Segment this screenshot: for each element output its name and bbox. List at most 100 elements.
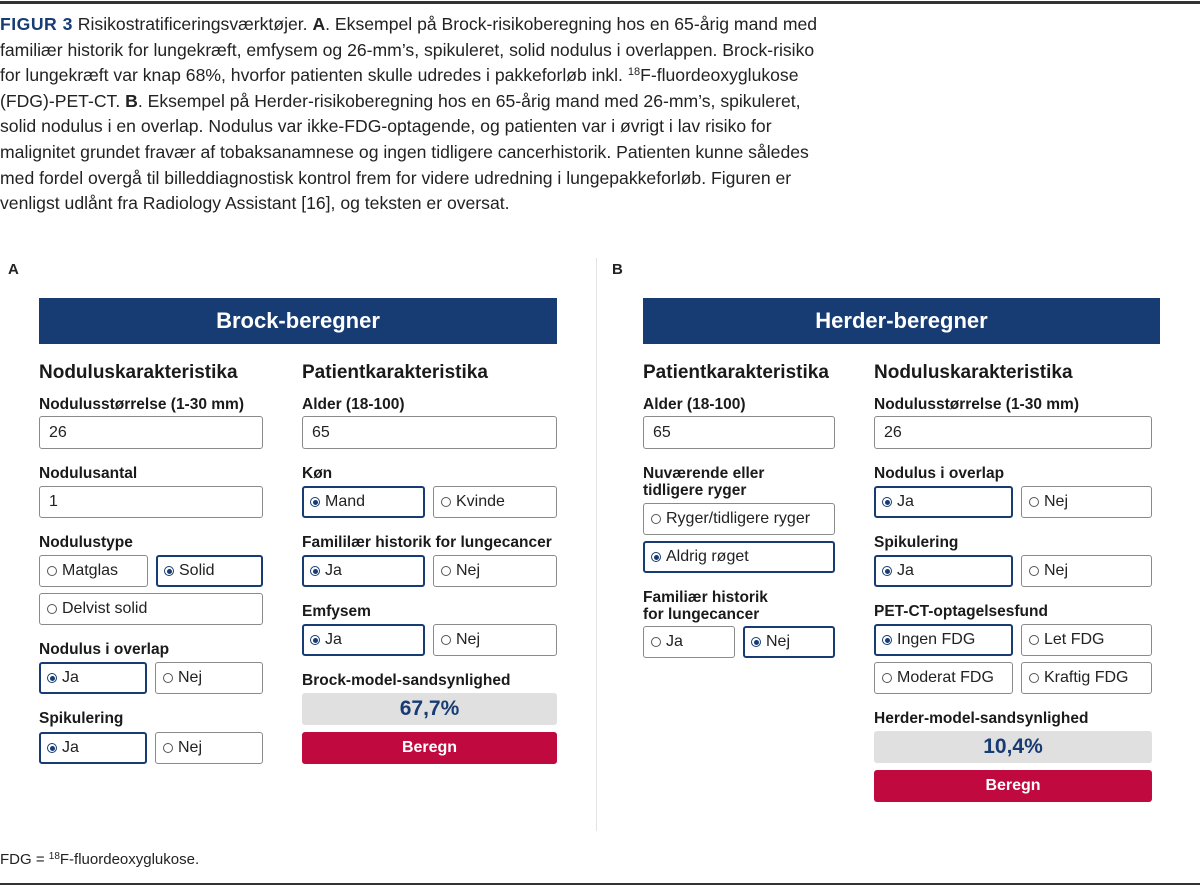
radio-family-ja[interactable]: Ja xyxy=(302,555,425,587)
radio-checked-icon xyxy=(47,673,57,683)
radio-solid[interactable]: Solid xyxy=(156,555,263,587)
family-history-label: Familiær historik xyxy=(643,589,768,606)
nodule-count-label: Nodulusantal xyxy=(39,465,138,482)
radio-spiculation-ja[interactable]: Ja xyxy=(39,732,147,764)
radio-label: Nej xyxy=(1044,493,1069,510)
brock-calculate-button[interactable]: Beregn xyxy=(302,732,557,764)
age-input[interactable]: 65 xyxy=(643,416,835,449)
figure-label: FIGUR 3 xyxy=(0,14,73,34)
nodule-size-label: Nodulusstørrelse (1-30 mm) xyxy=(39,396,244,413)
caption-b-letter: B xyxy=(125,90,138,111)
sex-label: Køn xyxy=(302,465,333,482)
caption-b-text: . Eksempel på Herder-risikoberegning hos… xyxy=(0,90,809,214)
nodule-size-input[interactable]: 26 xyxy=(39,416,263,449)
caption-title: Risikostratificeringsværktøjer. xyxy=(72,14,313,34)
radio-label: Nej xyxy=(178,669,203,686)
radio-spiculation-nej[interactable]: Nej xyxy=(155,732,263,764)
herder-calculate-button[interactable]: Beregn xyxy=(874,770,1152,802)
nodule-heading: Noduluskarakteristika xyxy=(874,362,1073,383)
radio-label: Ja xyxy=(325,631,342,648)
radio-label: Ja xyxy=(897,493,914,510)
panel-divider xyxy=(596,258,597,831)
figure-caption: FIGUR 3 Risikostratificeringsværktøjer. … xyxy=(0,12,835,217)
smoker-label: Nuværende eller xyxy=(643,465,765,482)
panel-b-letter: B xyxy=(612,261,623,278)
radio-emphysema-nej[interactable]: Nej xyxy=(433,624,557,656)
radio-unchecked-icon xyxy=(163,743,173,753)
radio-label: Delvist solid xyxy=(62,600,148,617)
radio-unchecked-icon xyxy=(651,514,661,524)
radio-label: Ja xyxy=(62,669,79,686)
radio-label: Solid xyxy=(179,562,215,579)
radio-unchecked-icon xyxy=(47,604,57,614)
spiculation-label: Spikulering xyxy=(874,534,959,551)
radio-label: Ja xyxy=(325,562,342,579)
radio-upper-lobe-ja[interactable]: Ja xyxy=(39,662,147,694)
radio-checked-icon xyxy=(882,497,892,507)
radio-spiculation-ja[interactable]: Ja xyxy=(874,555,1013,587)
radio-label: Let FDG xyxy=(1044,631,1105,648)
herder-result-value: 10,4% xyxy=(874,731,1152,763)
radio-emphysema-ja[interactable]: Ja xyxy=(302,624,425,656)
radio-unchecked-icon xyxy=(441,497,451,507)
radio-unchecked-icon xyxy=(651,637,661,647)
herder-result-label: Herder-model-sandsynlighed xyxy=(874,710,1089,727)
nodule-count-input[interactable]: 1 xyxy=(39,486,263,518)
radio-kvinde[interactable]: Kvinde xyxy=(433,486,557,518)
radio-checked-icon xyxy=(651,552,661,562)
radio-label: Ja xyxy=(897,562,914,579)
caption-superscript: 18 xyxy=(627,66,641,79)
bottom-rule xyxy=(0,883,1200,885)
radio-checked-icon xyxy=(47,743,57,753)
pet-ct-label: PET-CT-optagelsesfund xyxy=(874,603,1048,620)
radio-unchecked-icon xyxy=(1029,566,1039,576)
radio-upper-lobe-nej[interactable]: Nej xyxy=(1021,486,1152,518)
age-input[interactable]: 65 xyxy=(302,416,557,449)
radio-let-fdg[interactable]: Let FDG xyxy=(1021,624,1152,656)
age-label: Alder (18-100) xyxy=(302,396,405,413)
radio-checked-icon xyxy=(751,637,761,647)
radio-never-smoked[interactable]: Aldrig røget xyxy=(643,541,835,573)
nodule-size-input[interactable]: 26 xyxy=(874,416,1152,449)
top-rule xyxy=(0,1,1200,4)
family-history-label-line-2: for lungecancer xyxy=(643,606,760,623)
radio-unchecked-icon xyxy=(163,673,173,683)
radio-checked-icon xyxy=(310,566,320,576)
radio-smoker[interactable]: Ryger/tidligere ryger xyxy=(643,503,835,535)
radio-checked-icon xyxy=(882,566,892,576)
family-history-label: Famililær historik for lungecancer xyxy=(302,534,552,551)
radio-label: Ja xyxy=(666,633,683,650)
radio-upper-lobe-ja[interactable]: Ja xyxy=(874,486,1013,518)
radio-mand[interactable]: Mand xyxy=(302,486,425,518)
radio-delvist-solid[interactable]: Delvist solid xyxy=(39,593,263,625)
radio-family-ja[interactable]: Ja xyxy=(643,626,735,658)
radio-label: Matglas xyxy=(62,562,119,579)
caption-a-text-2: F-fluordeoxyglukose (FDG)-PET-CT. xyxy=(0,65,799,111)
herder-header: Herder-beregner xyxy=(643,298,1160,344)
radio-moderat-fdg[interactable]: Moderat FDG xyxy=(874,662,1013,694)
radio-label: Aldrig røget xyxy=(666,548,749,565)
radio-upper-lobe-nej[interactable]: Nej xyxy=(155,662,263,694)
radio-kraftig-fdg[interactable]: Kraftig FDG xyxy=(1021,662,1152,694)
brock-header: Brock-beregner xyxy=(39,298,557,344)
radio-unchecked-icon xyxy=(441,635,451,645)
panel-a-letter: A xyxy=(8,261,19,278)
radio-spiculation-nej[interactable]: Nej xyxy=(1021,555,1152,587)
radio-label: Nej xyxy=(456,631,481,648)
radio-unchecked-icon xyxy=(1029,497,1039,507)
radio-label: Nej xyxy=(1044,562,1069,579)
caption-a-letter: A xyxy=(312,14,326,34)
footnote-superscript: 18 xyxy=(48,851,60,862)
footnote: FDG = 18F-fluordeoxyglukose. xyxy=(0,851,199,868)
radio-family-nej[interactable]: Nej xyxy=(433,555,557,587)
radio-family-nej[interactable]: Nej xyxy=(743,626,835,658)
radio-ingen-fdg[interactable]: Ingen FDG xyxy=(874,624,1013,656)
age-label: Alder (18-100) xyxy=(643,396,746,413)
radio-label: Nej xyxy=(178,739,203,756)
radio-unchecked-icon xyxy=(441,566,451,576)
radio-unchecked-icon xyxy=(882,673,892,683)
patient-heading: Patientkarakteristika xyxy=(302,362,488,383)
radio-label: Mand xyxy=(325,493,366,510)
radio-label: Kraftig FDG xyxy=(1044,669,1129,686)
radio-matglas[interactable]: Matglas xyxy=(39,555,148,587)
